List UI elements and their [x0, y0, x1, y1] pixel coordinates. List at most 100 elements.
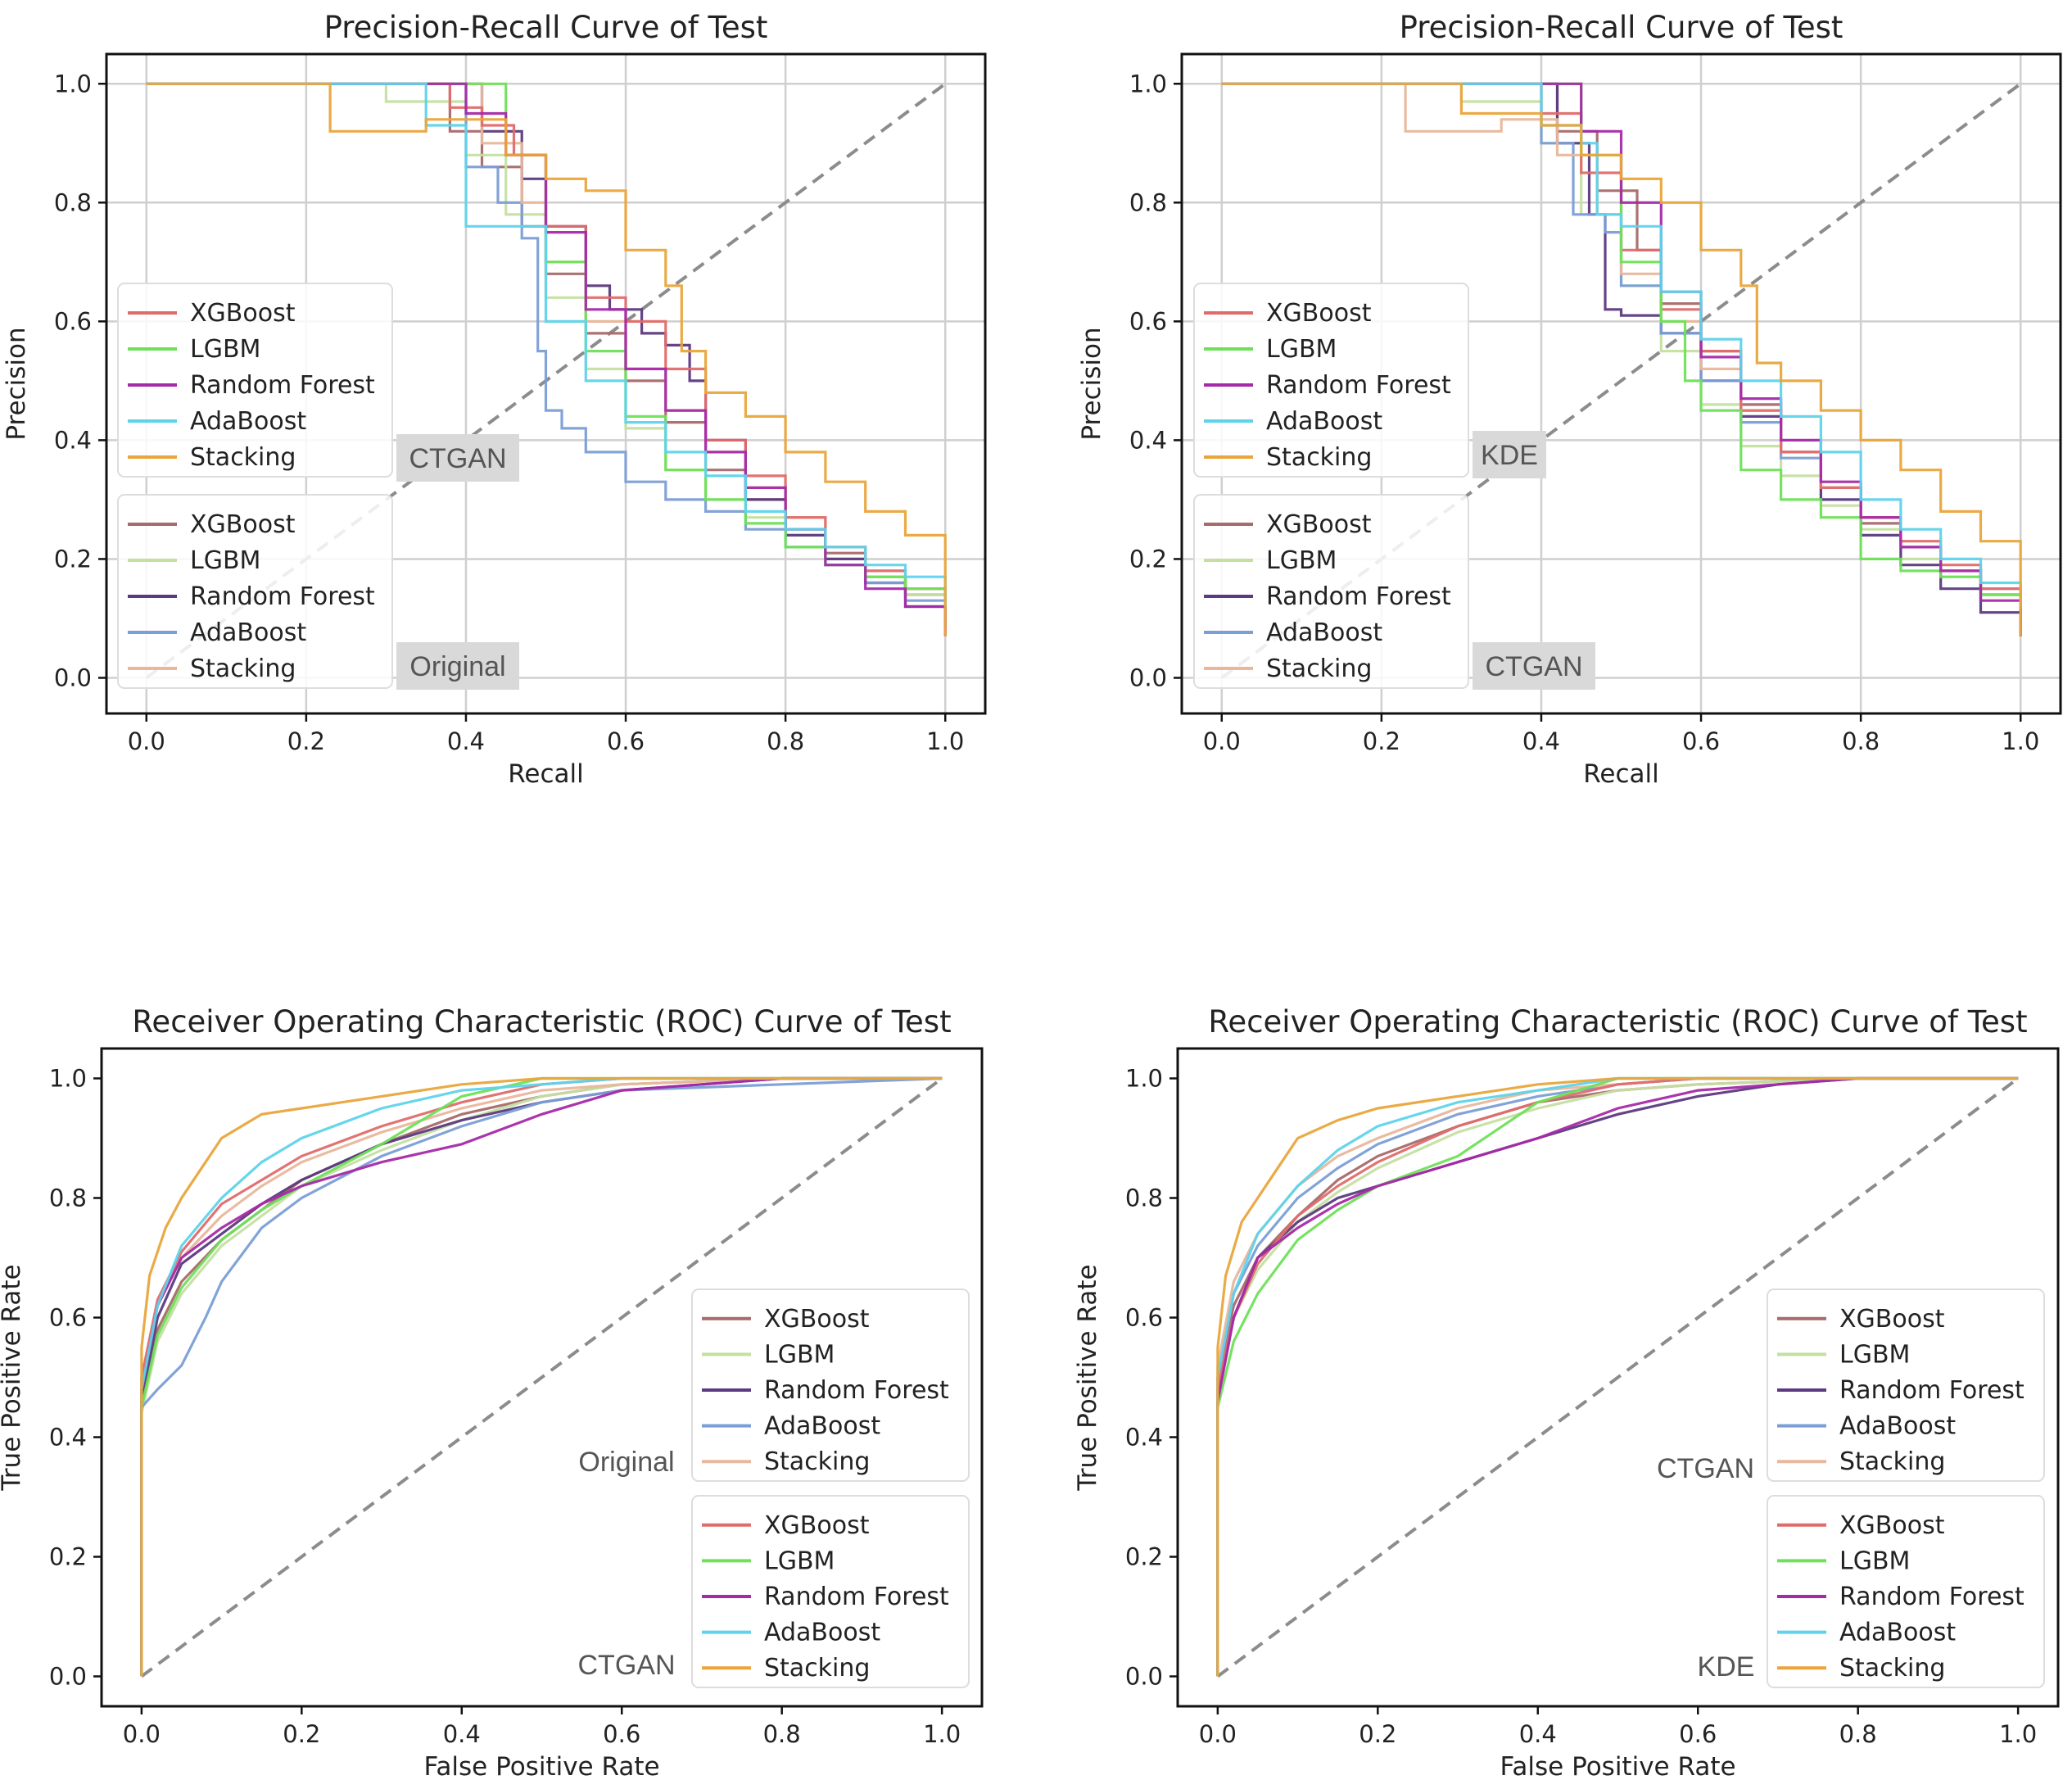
- tag-label: KDE: [1481, 440, 1538, 471]
- tag-label: Original: [578, 1447, 674, 1478]
- reference-diagonal-line: [140, 1076, 943, 1678]
- legend-label: AdaBoost: [190, 407, 306, 436]
- y-tick-label: 0.4: [49, 1424, 87, 1452]
- tag-label: CTGAN: [1486, 651, 1583, 682]
- legend-box: [117, 283, 393, 478]
- legend-label: Stacking: [190, 654, 296, 683]
- chart-panel-2: 0.0 0.2 0.4 0.6 0.8 1.0 0.0 0.2 0.4 0.6 0.8 1.0 Prec…: [1077, 10, 2062, 789]
- legend-ctgan: XGBoost LGBM Random Forest AdaBoost Stacking…: [117, 283, 519, 482]
- legend-label: LGBM: [190, 335, 260, 364]
- chart-title: Precision-Recall Curve of Test: [324, 10, 768, 45]
- tag-badge: [1473, 431, 1546, 478]
- legend-label: LGBM: [1839, 1340, 1910, 1369]
- legend-ctgan: XGBoost LGBM Random Forest AdaBoost Stacking…: [578, 1495, 970, 1688]
- legend-label: Random Forest: [1839, 1583, 2024, 1611]
- y-tick-label: 0.2: [1129, 545, 1167, 573]
- legend-box: [1193, 283, 1469, 478]
- chart-title: Receiver Operating Characteristic (ROC) …: [1208, 1004, 2027, 1039]
- plot-frame: [100, 1047, 984, 1708]
- legend-label: Random Forest: [764, 1583, 949, 1611]
- x-axis-label: Recall: [508, 759, 584, 789]
- x-tick-label: 1.0: [2002, 727, 2039, 755]
- legend-label: Random Forest: [1266, 582, 1451, 611]
- legend-label: LGBM: [764, 1547, 835, 1575]
- x-tick-label: 0.2: [1359, 1720, 1396, 1748]
- x-tick-label: 0.4: [443, 1720, 481, 1748]
- legend-label: LGBM: [1839, 1547, 1910, 1575]
- x-tick-label: 0.2: [287, 727, 325, 755]
- legend-original: XGBoost LGBM Random Forest AdaBoost Stacking…: [578, 1289, 970, 1482]
- x-tick-label: 1.0: [1999, 1720, 2037, 1748]
- legend-label: LGBM: [1266, 335, 1337, 364]
- y-axis-label: Precision: [1077, 327, 1106, 440]
- y-tick-label: 0.2: [54, 545, 92, 573]
- y-tick-label: 0.0: [1125, 1663, 1163, 1691]
- legend-label: LGBM: [764, 1340, 835, 1369]
- legend-original: XGBoost LGBM Random Forest AdaBoost Stacking…: [117, 494, 519, 690]
- legend-label: AdaBoost: [1266, 407, 1382, 436]
- y-tick-label: 0.2: [1125, 1543, 1163, 1571]
- legend-label: XGBoost: [190, 299, 296, 328]
- series-line-kde-random-forest: [1216, 1076, 2019, 1677]
- y-axis-label: True Positive Rate: [1073, 1264, 1102, 1491]
- chart-title: Receiver Operating Characteristic (ROC) …: [132, 1004, 951, 1039]
- y-tick-label: 0.0: [49, 1663, 87, 1691]
- legend-label: Random Forest: [190, 371, 375, 400]
- x-tick-label: 0.0: [1199, 1720, 1237, 1748]
- y-tick-label: 1.0: [1129, 70, 1167, 97]
- x-tick-label: 0.4: [1522, 727, 1560, 755]
- legend-label: XGBoost: [1839, 1511, 1945, 1540]
- y-tick-label: 0.4: [1125, 1424, 1163, 1452]
- chart-panel-4: 0.0 0.2 0.4 0.6 0.8 1.0 0.0 0.2 0.4 0.6 0.8 1.0 Rece…: [1073, 1004, 2060, 1782]
- y-tick-label: 0.8: [54, 188, 92, 216]
- legend-label: XGBoost: [1266, 299, 1372, 328]
- reference-diagonal-line: [1216, 1076, 2020, 1678]
- legend-label: XGBoost: [1839, 1305, 1945, 1334]
- series-line-ctgan-stacking: [140, 1076, 943, 1677]
- x-tick-label: 0.8: [767, 727, 804, 755]
- x-tick-label: 0.6: [1679, 1720, 1717, 1748]
- chart-panel-3: 0.0 0.2 0.4 0.6 0.8 1.0 0.0 0.2 0.4 0.6 0.8 1.0 Rece…: [0, 1004, 984, 1782]
- y-tick-label: 0.6: [1125, 1304, 1163, 1332]
- tag-label: CTGAN: [1657, 1453, 1754, 1484]
- legend-label: LGBM: [190, 546, 260, 575]
- series-line-kde-random-forest: [1221, 82, 2022, 636]
- y-axis-label: True Positive Rate: [0, 1264, 26, 1491]
- legend-label: Random Forest: [190, 582, 375, 611]
- legend-box: [691, 1289, 970, 1482]
- legend-label: Random Forest: [764, 1376, 949, 1405]
- tag-label: CTGAN: [409, 443, 507, 474]
- legend-label: Stacking: [1839, 1447, 1945, 1476]
- reference-diagonal-line: [1220, 82, 2022, 680]
- tag-label: CTGAN: [578, 1650, 676, 1681]
- x-tick-label: 0.2: [1363, 727, 1400, 755]
- legend-box: [1767, 1289, 2045, 1482]
- legend-label: Stacking: [1266, 443, 1372, 472]
- y-tick-label: 0.0: [54, 664, 92, 691]
- series-line-kde-stacking: [1216, 1076, 2019, 1677]
- y-tick-label: 0.8: [1125, 1184, 1163, 1212]
- x-tick-label: 0.8: [1839, 1720, 1877, 1748]
- series-line-original-adaboost: [140, 1076, 943, 1677]
- chart-title: Precision-Recall Curve of Test: [1400, 10, 1844, 45]
- x-tick-label: 0.0: [128, 727, 165, 755]
- legend-kde: XGBoost LGBM Random Forest AdaBoost Stacking…: [1193, 283, 1546, 478]
- series-line-kde-stacking: [1221, 82, 2022, 636]
- legend-label: XGBoost: [1266, 510, 1372, 539]
- legend-box: [117, 494, 393, 689]
- legend-label: XGBoost: [764, 1305, 870, 1334]
- y-tick-label: 0.6: [1129, 307, 1167, 335]
- y-tick-label: 1.0: [49, 1065, 87, 1093]
- legend-kde: XGBoost LGBM Random Forest AdaBoost Stacking…: [1698, 1495, 2045, 1688]
- tag-label: Original: [409, 651, 505, 682]
- legend-label: Stacking: [1839, 1654, 1945, 1683]
- legend-box: [1767, 1495, 2045, 1688]
- series-line-ctgan-adaboost: [146, 82, 947, 607]
- x-tick-label: 0.6: [607, 727, 645, 755]
- plot-frame: [105, 52, 987, 715]
- y-tick-label: 1.0: [54, 70, 92, 97]
- plot-frame: [1176, 1047, 2060, 1708]
- legend-label: XGBoost: [190, 510, 296, 539]
- legend-label: LGBM: [1266, 546, 1337, 575]
- y-tick-label: 0.2: [49, 1543, 87, 1571]
